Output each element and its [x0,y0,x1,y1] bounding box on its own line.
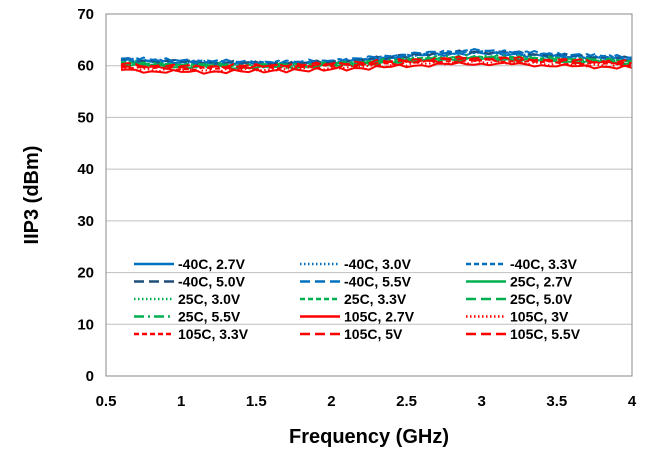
legend: -40C, 2.7V -40C, 3.0V -40C, 3.3V -40C, 5.0V… [134,256,581,342]
y-axis-title: IIP3 (dBm) [21,146,43,245]
legend-label: 105C, 3.3V [178,326,249,342]
y-tick-label: 70 [77,6,94,23]
x-tick-label: 3.5 [546,393,567,410]
x-tick-label: 3 [478,393,486,410]
series-lines [120,48,633,75]
y-tick-label: 40 [77,161,94,178]
legend-label: 105C, 2.7V [344,309,415,325]
x-tick-labels: 0.5 1 1.5 2 2.5 3 3.5 4 [96,393,637,410]
plot-area-border [105,13,633,377]
series-line [120,49,633,66]
legend-label: 25C, 5.0V [510,291,573,307]
y-tick-label: 60 [77,58,94,75]
legend-label: -40C, 2.7V [178,256,246,272]
y-tick-label: 0 [86,368,94,385]
legend-label: 25C, 3.0V [178,291,241,307]
series-line [120,48,633,65]
x-tick-label: 1.5 [246,393,267,410]
x-axis-title: Frequency (GHz) [289,426,449,448]
series-line [120,56,633,70]
legend-label: 105C, 5V [344,326,403,342]
y-tick-label: 20 [77,265,94,282]
y-tick-label: 30 [77,213,94,230]
legend-label: -40C, 3.0V [344,256,412,272]
series-line [120,49,633,66]
legend-label: -40C, 5.0V [178,274,246,290]
legend-label: 105C, 5.5V [510,326,581,342]
x-tick-label: 2 [327,393,335,410]
x-tick-label: 2.5 [396,393,417,410]
legend-label: 25C, 5.5V [178,309,241,325]
x-tick-label: 4 [628,393,637,410]
series-line [120,55,633,69]
legend-label: -40C, 5.5V [344,274,412,290]
series-line [120,57,633,72]
legend-label: -40C, 3.3V [510,256,578,272]
x-tick-label: 0.5 [96,393,117,410]
series-line [120,59,633,74]
y-tick-label: 10 [77,316,94,333]
y-tick-labels: 0 10 20 30 40 50 60 70 [77,6,94,385]
y-tick-label: 50 [77,109,94,126]
legend-label: 25C, 2.7V [510,274,573,290]
legend-label: 25C, 3.3V [344,291,407,307]
legend-label: 105C, 3V [510,309,569,325]
x-tick-label: 1 [177,393,185,410]
